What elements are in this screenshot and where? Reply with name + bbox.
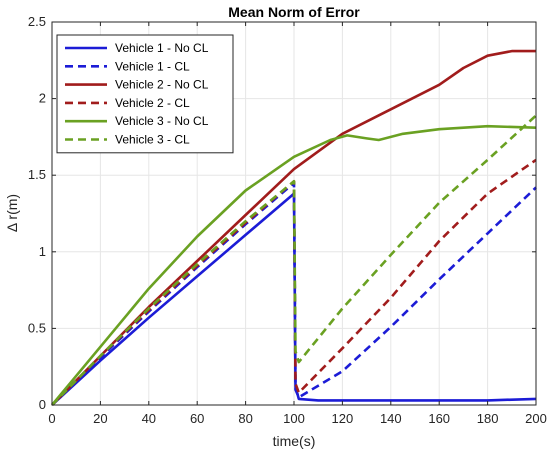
x-tick-label: 0 — [48, 411, 55, 426]
y-tick-label: 0.5 — [28, 320, 46, 335]
legend-entry-label: Vehicle 3 - No CL — [115, 114, 209, 128]
y-tick-label: 2 — [39, 91, 46, 106]
y-axis-label: Δ r(m) — [4, 194, 20, 232]
x-tick-label: 180 — [477, 411, 499, 426]
series-layer — [51, 49, 537, 406]
y-tick-label: 1 — [39, 244, 46, 259]
x-axis-label: time(s) — [273, 433, 316, 449]
series-line-vehicle-3-cl — [51, 114, 537, 406]
legend-entry-label: Vehicle 1 - No CL — [115, 41, 209, 55]
y-tick-label: 0 — [39, 397, 46, 412]
y-tick-label: 2.5 — [28, 14, 46, 29]
legend: Vehicle 1 - No CL Vehicle 1 - CL Vehicle 2… — [56, 34, 234, 154]
y-tick-label: 1.5 — [28, 167, 46, 182]
x-tick-label: 20 — [93, 411, 107, 426]
legend-entry-label: Vehicle 2 - CL — [115, 96, 190, 110]
ticks: 0 20 40 60 80 100 120 140 160 180 200 0 0.5 1 1.5 2 2.5 — [28, 14, 547, 426]
x-tick-label: 140 — [380, 411, 402, 426]
series-line-vehicle-3-no-cl — [51, 124, 537, 406]
x-tick-label: 100 — [283, 411, 305, 426]
x-tick-label: 40 — [142, 411, 156, 426]
chart-title: Mean Norm of Error — [228, 4, 360, 20]
legend-box — [56, 34, 234, 154]
legend-entry-label: Vehicle 2 - No CL — [115, 78, 209, 92]
legend-entry-label: Vehicle 1 - CL — [115, 59, 190, 73]
x-tick-label: 160 — [428, 411, 450, 426]
x-tick-label: 120 — [332, 411, 354, 426]
x-tick-label: 80 — [238, 411, 252, 426]
legend-entry-label: Vehicle 3 - CL — [115, 133, 190, 147]
x-tick-label: 60 — [190, 411, 204, 426]
x-tick-label: 200 — [525, 411, 547, 426]
